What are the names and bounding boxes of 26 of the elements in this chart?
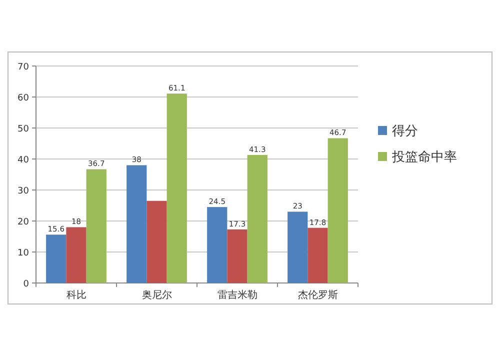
bar [166, 94, 187, 283]
x-tick-label: 杰伦罗斯 [298, 289, 338, 301]
y-tick-label: 0 [23, 280, 30, 290]
bar [86, 169, 106, 283]
x-tick-label: 科比 [66, 289, 86, 301]
y-tick-label: 30 [18, 186, 30, 196]
bar [308, 228, 328, 283]
bar [288, 212, 308, 283]
bar [227, 229, 248, 283]
x-tick-label: 奥尼尔 [142, 289, 172, 301]
y-tick-label: 20 [18, 218, 30, 228]
bar [126, 165, 147, 283]
y-tick-label: 50 [18, 124, 30, 134]
y-tick-label: 10 [18, 248, 30, 258]
y-tick-label: 60 [18, 94, 30, 104]
legend-label: 投篮命中率 [391, 149, 457, 165]
bar [207, 207, 228, 283]
y-tick-label: 70 [18, 62, 30, 72]
bar [46, 234, 66, 283]
y-tick-label: 40 [18, 156, 30, 166]
x-tick-label: 雷吉米勒 [217, 289, 258, 301]
legend-label: 得分 [392, 124, 418, 139]
bar [328, 138, 348, 283]
bar [247, 154, 268, 283]
bar [146, 200, 167, 283]
bar [66, 227, 86, 283]
